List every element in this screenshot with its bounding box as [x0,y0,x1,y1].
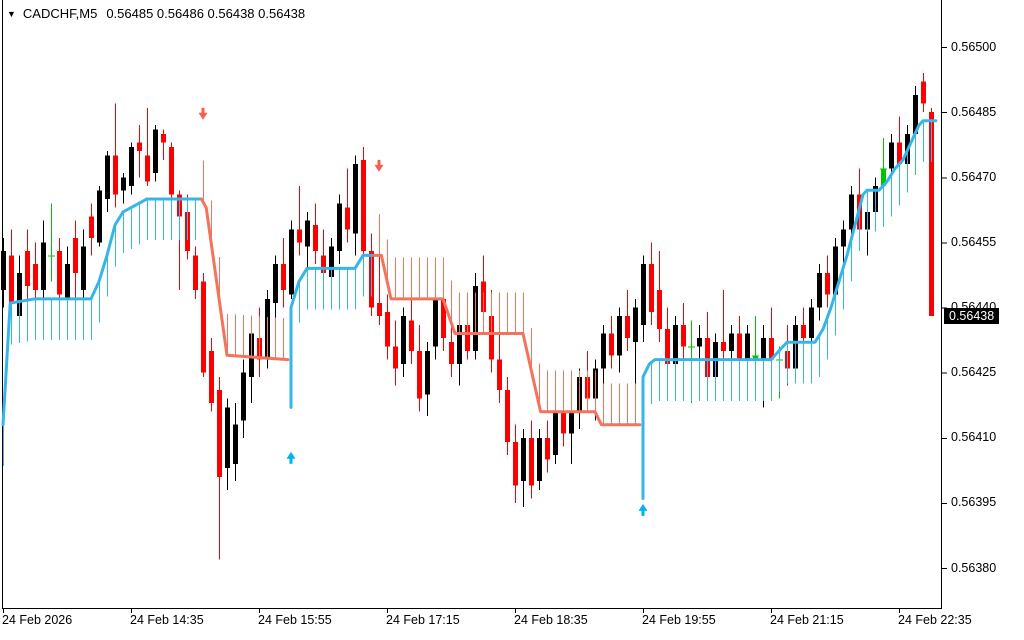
candle [361,146,366,265]
price-label: 0.56380 [951,560,997,575]
candle [1,238,6,308]
candle [513,424,518,503]
candle [241,359,246,438]
candle [137,125,142,178]
candle [521,429,526,508]
time-label: 24 Feb 19:55 [642,613,716,627]
trend-line-layer [1,119,938,501]
candle [25,229,30,304]
candle [129,142,134,195]
candle [81,229,86,304]
price-label: 0.56455 [951,234,997,249]
candle [425,342,430,417]
price-label: 0.56410 [951,430,997,445]
trend-line-down [199,197,290,362]
candle [649,242,654,325]
time-label: 24 Feb 21:15 [770,613,844,627]
trend-hashes-layer [3,120,932,466]
candle [97,185,102,247]
candle [225,398,230,490]
time-label: 24 Feb 15:55 [258,613,332,627]
candle [217,376,222,560]
candle [681,303,686,360]
candle [113,103,118,208]
candle [617,307,622,373]
candle [121,172,126,204]
candle [537,429,542,490]
axis-ticks [3,47,947,613]
candle [657,251,662,343]
candle [233,403,238,482]
signal-arrow-up [286,451,296,464]
price-label: 0.56470 [951,169,997,184]
price-label: 0.56395 [951,495,997,510]
time-label: 24 Feb 18:35 [514,613,588,627]
candle [633,298,638,395]
candle [145,107,150,186]
candle [161,129,166,160]
candle [505,376,510,456]
candle [721,290,726,360]
current-price-badge: 0.56438 [944,308,1000,325]
candle [385,294,390,360]
trend-line-up [289,253,376,409]
candle [297,185,302,256]
candle [641,255,646,343]
candle [817,264,822,321]
candle [529,420,534,499]
candle [353,155,358,256]
candle [825,255,830,308]
time-label: 24 Feb 22:35 [898,613,972,627]
candle [497,324,502,404]
trend-line-up [641,119,938,501]
candle [625,290,630,351]
candle [201,272,206,377]
signal-arrow-up [638,503,648,516]
price-label: 0.56500 [951,39,997,54]
candle [401,307,406,377]
candle [601,324,606,386]
candle [153,125,158,182]
one-click-dropdown-icon[interactable]: ▼ [7,9,16,19]
candle [609,316,614,369]
candle [89,203,94,256]
candle [433,290,438,360]
candle [313,203,318,265]
candle [417,324,422,412]
candle [209,337,214,412]
symbol-period-label: CADCHF,M5 [22,6,98,21]
candle [193,246,198,299]
plot-frame [2,0,942,609]
time-label: 24 Feb 17:15 [386,613,460,627]
chart-title: ▼ CADCHF,M5 0.56485 0.56486 0.56438 0.5643… [7,6,305,21]
ohlc-quotes-label: 0.56485 0.56486 0.56438 0.56438 [106,6,306,21]
candle [337,194,342,265]
signal-arrow-down [374,159,384,172]
time-label: 24 Feb 2026 [2,613,73,627]
candle [289,220,294,299]
trend-line-down [372,253,642,427]
signal-arrows-layer [198,107,648,516]
price-label: 0.56425 [951,365,997,380]
candle [273,255,278,325]
candle [409,298,414,364]
candle [545,420,550,473]
candle [105,151,110,212]
candle [305,211,310,273]
candle [48,203,55,282]
signal-arrow-down [198,107,208,120]
candle [281,238,286,308]
price-label: 0.56485 [951,104,997,119]
candle [169,142,174,199]
candle [345,168,350,243]
trend-line-up [1,197,203,427]
time-label: 24 Feb 14:35 [130,613,204,627]
candle [41,220,46,304]
candle [393,320,398,386]
candle [921,73,926,113]
